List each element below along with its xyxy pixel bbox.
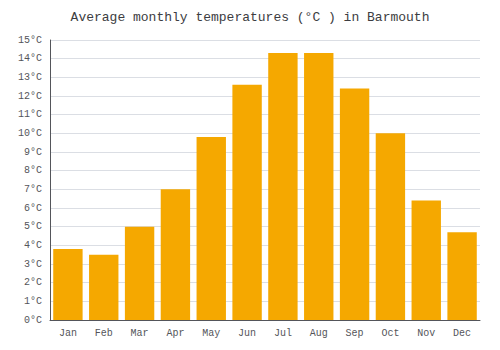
svg-text:Oct: Oct — [381, 328, 399, 339]
svg-text:7°C: 7°C — [24, 184, 42, 195]
svg-text:12°C: 12°C — [18, 91, 42, 102]
svg-text:Nov: Nov — [417, 328, 435, 339]
svg-text:Sep: Sep — [346, 328, 364, 339]
svg-text:5°C: 5°C — [24, 221, 42, 232]
svg-text:15°C: 15°C — [18, 35, 42, 46]
svg-text:Jan: Jan — [59, 328, 77, 339]
svg-text:Jul: Jul — [274, 328, 292, 339]
svg-text:14°C: 14°C — [18, 53, 42, 64]
svg-text:May: May — [202, 328, 220, 339]
svg-text:0°C: 0°C — [24, 315, 42, 326]
svg-text:3°C: 3°C — [24, 259, 42, 270]
svg-text:2°C: 2°C — [24, 277, 42, 288]
svg-text:8°C: 8°C — [24, 165, 42, 176]
svg-text:Average monthly temperatures (: Average monthly temperatures (°C ) in Ba… — [71, 10, 430, 25]
svg-text:Jun: Jun — [238, 328, 256, 339]
svg-text:Apr: Apr — [166, 328, 184, 339]
svg-text:Dec: Dec — [453, 328, 471, 339]
svg-text:11°C: 11°C — [18, 109, 42, 120]
svg-text:Aug: Aug — [310, 328, 328, 339]
svg-text:Mar: Mar — [131, 328, 149, 339]
svg-text:6°C: 6°C — [24, 203, 42, 214]
svg-text:4°C: 4°C — [24, 240, 42, 251]
svg-text:1°C: 1°C — [24, 296, 42, 307]
svg-text:10°C: 10°C — [18, 128, 42, 139]
svg-text:9°C: 9°C — [24, 147, 42, 158]
svg-text:13°C: 13°C — [18, 72, 42, 83]
svg-text:Feb: Feb — [95, 328, 113, 339]
